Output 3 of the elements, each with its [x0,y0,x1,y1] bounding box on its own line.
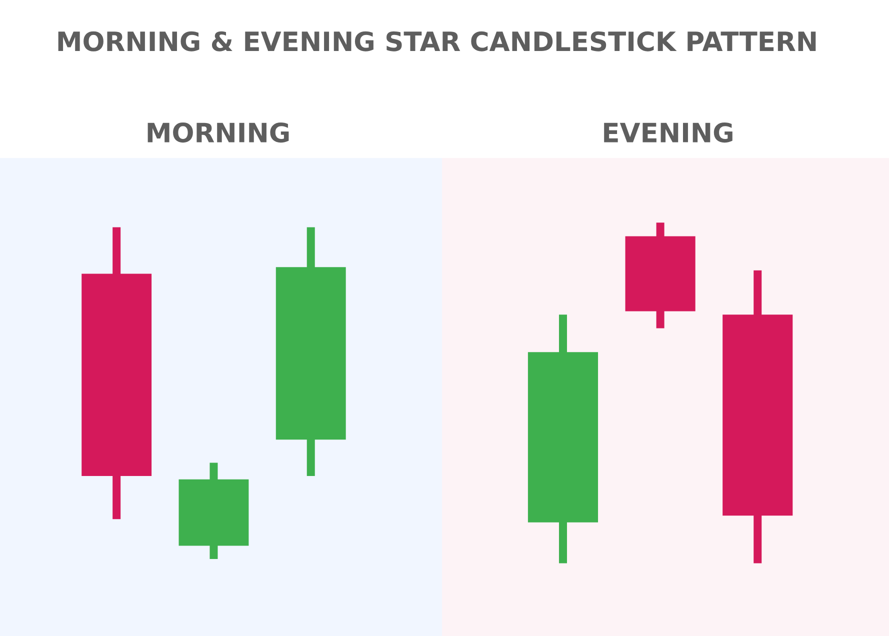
chart-subtitle: MORNING [148,122,289,143]
chart-subtitle: EVENING [604,122,732,143]
text: MORNING & EVENING STAR CANDLESTICK PATTERN [58,31,816,52]
